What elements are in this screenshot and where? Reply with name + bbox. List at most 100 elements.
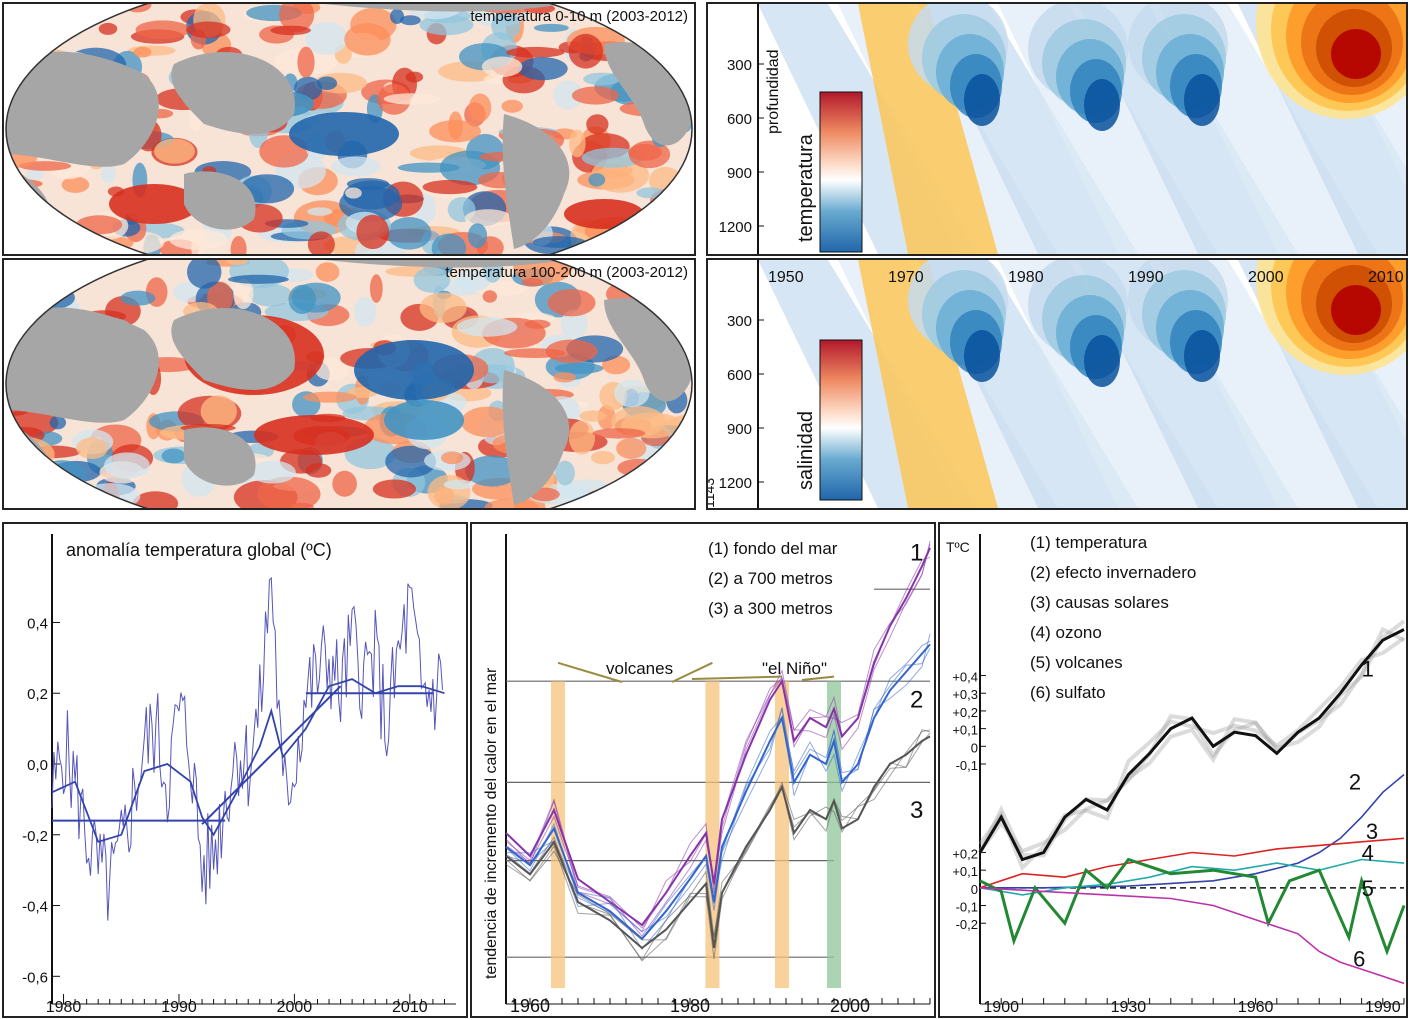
anomaly-blob — [17, 19, 35, 36]
x-tick-label: 1930 — [1111, 999, 1147, 1016]
depth-tick-label: 600 — [727, 367, 752, 384]
legend-entry: (2) efecto invernadero — [1030, 563, 1196, 582]
series-envelope — [505, 732, 931, 962]
series-3 — [979, 837, 1405, 889]
annotation-volcanes: volcanes — [606, 659, 673, 678]
anomaly-blob — [186, 260, 222, 289]
curve-label: 4 — [1362, 840, 1374, 865]
anomaly-blob — [98, 22, 118, 35]
map-outline — [5, 4, 693, 254]
annotation-arrow — [691, 675, 783, 680]
series-2 — [505, 643, 931, 941]
section-panel-temperature: 300 600 900 1200 profundidad temperatura — [706, 2, 1408, 256]
anomaly-blob — [344, 23, 391, 56]
anomaly-blob — [568, 129, 586, 158]
depth-tick-label: 300 — [727, 57, 752, 74]
chart-global-anomaly: 0,4 0,2 0,0 -0,2 -0,4 -0,6 1980 1990 2000 2010 ano… — [22, 534, 456, 1016]
land-mass — [324, 4, 564, 12]
year-tick-label: 1950 — [768, 269, 804, 286]
anomaly-region — [384, 400, 464, 440]
anomaly-blob — [419, 292, 467, 323]
curve-label: 2 — [1349, 770, 1361, 795]
depth-tick-label: 1200 — [719, 475, 752, 492]
anomaly-blob — [545, 339, 598, 364]
section-ylabel: profundidad — [765, 49, 782, 134]
section-cold-core — [1184, 330, 1220, 382]
anomaly-blob — [23, 265, 64, 293]
section-depth-label: 1143 — [708, 478, 717, 508]
anomaly-blob — [383, 93, 441, 105]
ocean-field — [6, 260, 692, 508]
anomaly-blob — [37, 460, 87, 494]
anomaly-region — [354, 340, 474, 400]
y-tick-label-lower: +0,2 — [952, 846, 978, 861]
anomaly-blob — [431, 233, 467, 254]
year-tick-label: 1970 — [888, 269, 924, 286]
anomaly-blob — [628, 143, 662, 161]
anomaly-blob — [315, 262, 340, 282]
annotation-arrow — [801, 675, 835, 681]
x-tick-label: 1960 — [510, 996, 550, 1016]
y-tick-label-upper: +0,2 — [952, 705, 978, 720]
volcano-band — [551, 681, 565, 988]
anomaly-blob — [369, 274, 383, 303]
anomaly-blob — [101, 163, 116, 184]
anomaly-blob — [133, 46, 152, 58]
curve-label: 2 — [910, 687, 923, 714]
y-tick-label-upper: +0,4 — [952, 670, 978, 685]
anomaly-blob — [279, 4, 315, 33]
anomaly-blob — [307, 207, 333, 216]
anomaly-blob — [443, 479, 475, 490]
anomaly-blob — [532, 236, 586, 248]
map-surface-temperature — [5, 4, 693, 254]
anomaly-blob — [405, 71, 424, 83]
chart-panel-forcings: 1900 1930 1960 1990 TºC +0,4 +0,3 +0,2 +0,1 0 -0,1… — [938, 522, 1408, 1018]
anomaly-blob — [49, 415, 67, 430]
anomaly-blob — [413, 266, 451, 293]
land-mass — [171, 308, 295, 390]
colorbar-label: temperatura — [795, 133, 817, 242]
anomaly-blob — [353, 296, 377, 327]
depth-tick-label: 600 — [727, 111, 752, 128]
colorbar — [819, 339, 863, 501]
anomaly-blob — [305, 21, 348, 55]
section-band — [1078, 4, 1298, 254]
series-2 — [980, 773, 1405, 889]
anomaly-blob — [372, 479, 417, 499]
anomaly-blob — [132, 491, 179, 508]
anomaly-blob — [386, 217, 432, 250]
anomaly-blob — [45, 271, 60, 299]
curve-label: 1 — [1362, 656, 1374, 681]
anomaly-blob — [307, 231, 335, 254]
section-axis-strip — [708, 4, 758, 254]
year-tick-label: 2010 — [1368, 269, 1404, 286]
anomaly-blob — [10, 482, 48, 501]
year-tick-label: 2000 — [1248, 269, 1284, 286]
depth-tick-label: 1200 — [719, 219, 752, 236]
anomaly-blob — [501, 99, 523, 113]
anomaly-blob — [419, 14, 474, 36]
anomaly-blob — [356, 214, 390, 250]
section-cold-core — [1184, 74, 1220, 126]
legend-entry: (5) volcanes — [1030, 653, 1123, 672]
x-tick-label: 2000 — [830, 996, 870, 1016]
x-tick-label: 1960 — [1238, 999, 1274, 1016]
land-mass — [502, 114, 570, 249]
y-tick-label-lower: -0,1 — [956, 900, 978, 915]
section-cold-core — [1084, 79, 1120, 131]
anomaly-blob — [88, 488, 106, 502]
anomaly-blob — [10, 288, 36, 321]
anomaly-blob — [37, 487, 65, 503]
anomaly-blob — [555, 362, 604, 374]
y-tick-label-lower: 0 — [971, 882, 978, 897]
legend-entry: (2) a 700 metros — [708, 569, 833, 588]
anomaly-blob — [82, 4, 101, 14]
x-tick-label: 1980 — [46, 999, 82, 1016]
y-unit-label: TºC — [946, 539, 970, 555]
section-warm-core — [1331, 29, 1381, 79]
depth-tick-label: 900 — [727, 421, 752, 438]
land-mass — [171, 52, 295, 134]
anomaly-blob — [120, 290, 156, 306]
anomaly-blob — [588, 173, 606, 187]
anomaly-blob — [521, 278, 543, 287]
